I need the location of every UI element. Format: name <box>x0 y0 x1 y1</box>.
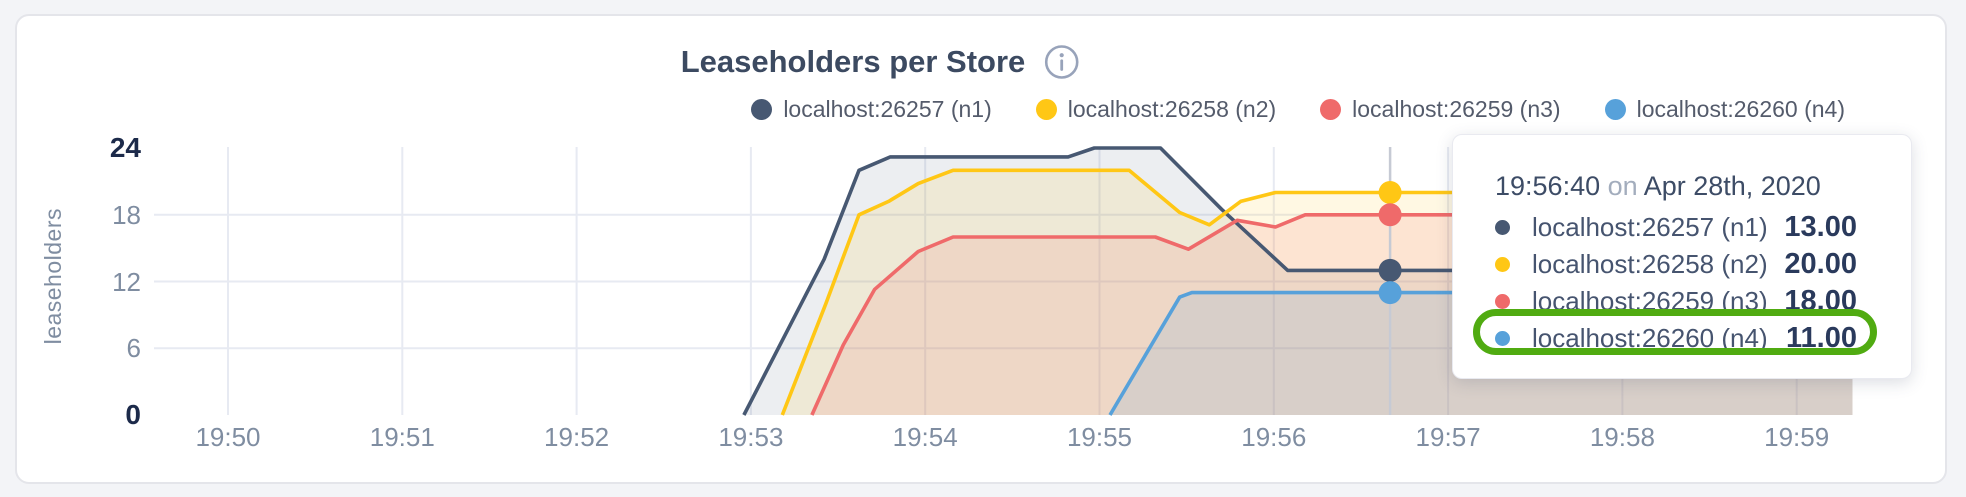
tooltip-header: 19:56:40 on Apr 28th, 2020 <box>1495 171 1821 202</box>
legend-dot-icon <box>1035 99 1057 120</box>
series-line-2 <box>780 168 1853 416</box>
tooltip-row-n1: localhost:26257 (n1) 13.00 <box>1495 209 1857 246</box>
tooltip-time: 19:56:40 <box>1495 171 1601 201</box>
tooltip-series-value: 13.00 <box>1784 211 1857 243</box>
legend: localhost:26257 (n1) localhost:26258 (n2)… <box>751 96 1845 123</box>
tooltip-row-n4-highlighted: localhost:26260 (n4) 11.00 <box>1495 320 1857 357</box>
tooltip-rows: localhost:26257 (n1) 13.00 localhost:26258… <box>1495 209 1857 357</box>
tooltip-row-n2: localhost:26258 (n2) 20.00 <box>1495 246 1857 283</box>
tooltip-date: Apr 28th, 2020 <box>1643 171 1821 201</box>
x-tick-label: 19:58 <box>1589 422 1655 452</box>
tooltip-series-dot-icon <box>1495 294 1510 309</box>
legend-label: localhost:26257 (n1) <box>783 96 992 122</box>
legend-dot-icon <box>1320 99 1342 120</box>
series-line-3 <box>810 213 1853 416</box>
chart-title: Leaseholders per Store <box>680 44 1026 79</box>
hover-point-3 <box>1378 203 1402 227</box>
series-line-1 <box>742 146 1853 416</box>
y-tick-label: 0 <box>125 399 141 430</box>
legend-label: localhost:26259 (n3) <box>1352 96 1561 122</box>
x-tick-label: 19:50 <box>195 422 261 452</box>
tooltip-series-dot-icon <box>1495 220 1510 235</box>
legend-item-n4[interactable]: localhost:26260 (n4) <box>1604 96 1845 123</box>
legend-dot-icon <box>1604 99 1626 120</box>
hover-point-4 <box>1378 281 1402 305</box>
x-tick-label: 19:54 <box>892 422 958 452</box>
tooltip-series-value: 18.00 <box>1784 285 1857 317</box>
hover-point-2 <box>1378 181 1402 204</box>
x-tick-label: 19:51 <box>369 422 435 452</box>
y-tick-label: 12 <box>112 266 141 297</box>
x-tick-label: 19:52 <box>544 422 610 452</box>
tooltip-series-label: localhost:26259 (n3) <box>1532 286 1768 316</box>
tooltip-on-word: on <box>1607 171 1638 201</box>
legend-label: localhost:26258 (n2) <box>1067 96 1277 122</box>
legend-label: localhost:26260 (n4) <box>1636 96 1845 122</box>
tooltip-series-label: localhost:26258 (n2) <box>1532 249 1768 279</box>
tooltip-series-dot-icon <box>1495 331 1510 346</box>
hover-point-1 <box>1378 258 1402 282</box>
tooltip-series-label: localhost:26257 (n1) <box>1532 212 1768 242</box>
tooltip-series-value: 11.00 <box>1786 322 1857 354</box>
tooltip-series-dot-icon <box>1495 257 1510 272</box>
legend-item-n1[interactable]: localhost:26257 (n1) <box>751 96 992 123</box>
x-tick-label: 19:53 <box>718 422 784 452</box>
legend-item-n3[interactable]: localhost:26259 (n3) <box>1320 96 1561 123</box>
tooltip-row-n3: localhost:26259 (n3) 18.00 <box>1495 283 1857 320</box>
chart-tooltip: 19:56:40 on Apr 28th, 2020 localhost:262… <box>1452 134 1912 379</box>
x-tick-label: 19:59 <box>1764 422 1830 452</box>
chart-card: Leaseholders per Store localhost:26257 (… <box>15 14 1947 484</box>
tooltip-series-label: localhost:26260 (n4) <box>1532 323 1768 353</box>
legend-item-n2[interactable]: localhost:26258 (n2) <box>1035 96 1277 123</box>
legend-dot-icon <box>751 99 773 120</box>
tooltip-series-value: 20.00 <box>1784 248 1857 280</box>
y-tick-label: 24 <box>109 132 141 163</box>
info-icon[interactable] <box>1043 44 1079 80</box>
chart-header: Leaseholders per Store <box>681 44 1080 80</box>
y-tick-label: 18 <box>112 199 141 230</box>
x-tick-label: 19:55 <box>1066 422 1133 452</box>
x-tick-label: 19:57 <box>1415 422 1481 452</box>
y-tick-label: 6 <box>126 333 141 364</box>
x-tick-label: 19:56 <box>1241 422 1307 452</box>
